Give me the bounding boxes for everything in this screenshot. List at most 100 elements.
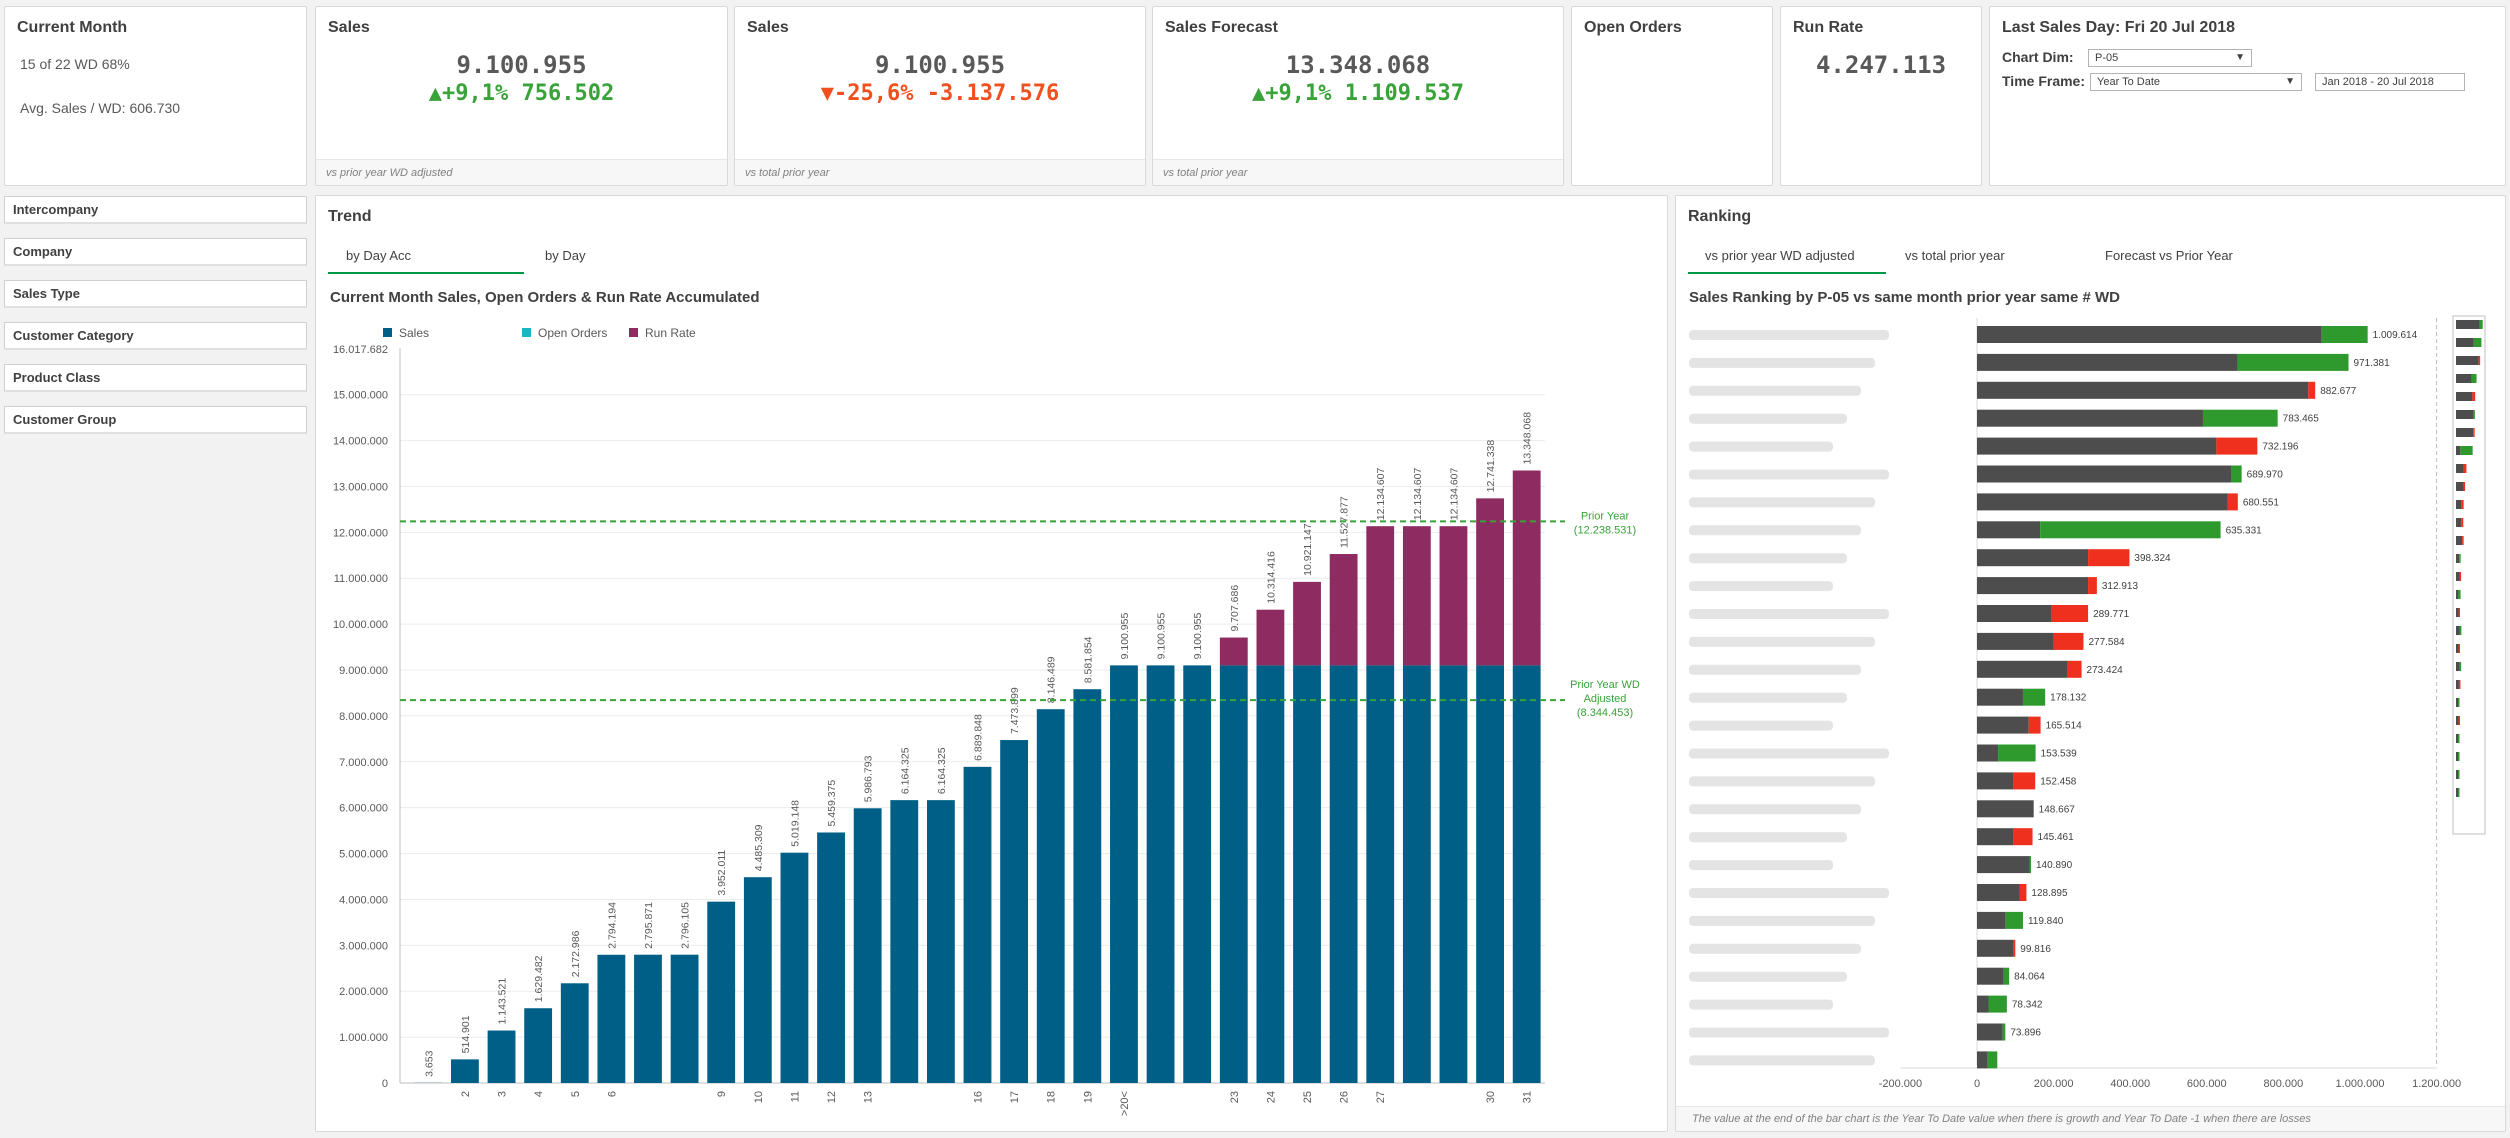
filter-sales-type[interactable]: Sales Type (4, 280, 307, 308)
x-tick-label: 16 (973, 1091, 985, 1103)
y-tick-label: 1.000.000 (339, 1032, 388, 1044)
bar-value-label: 119.840 (2028, 916, 2064, 927)
y-tick-label: 6.000.000 (339, 803, 388, 815)
bar-sales (890, 800, 919, 1083)
category-label-blurred (1689, 664, 1861, 675)
run-rate-card[interactable]: Run Rate 4.247.113 (1780, 6, 1982, 186)
bar-sales (853, 808, 882, 1083)
bar-data-label: 6.889.848 (973, 714, 985, 761)
x-tick-label: 18 (1046, 1091, 1058, 1103)
bar-sales (597, 954, 626, 1083)
tab-forecast-vs-prior-year[interactable]: Forecast vs Prior Year (2105, 248, 2233, 263)
kpi-sales-forecast-card[interactable]: Sales Forecast 13.348.068 ▲+9,1% 1.109.5… (1152, 6, 1564, 186)
kpi-title: Sales Forecast (1165, 19, 1278, 36)
legend-swatch (383, 328, 392, 337)
bar-base (1977, 828, 2014, 846)
bar-sales (743, 877, 772, 1083)
bar-value-label: 145.461 (2038, 832, 2075, 843)
category-label-blurred (1689, 748, 1889, 759)
bar-data-label: 4.485.309 (753, 824, 765, 871)
bar-value-label: 165.514 (2046, 721, 2083, 732)
bar-run-rate (1402, 526, 1431, 666)
ranking-title: Ranking (1688, 208, 1752, 225)
bar-data-label: 8.581.854 (1082, 636, 1094, 683)
bar-run-rate (1512, 470, 1541, 666)
category-label-blurred (1689, 581, 1833, 592)
tab-by-day-acc[interactable]: by Day Acc (346, 248, 412, 263)
reference-label: Prior Year WD (1570, 679, 1640, 691)
x-tick-label: 3 (497, 1091, 509, 1097)
tab-vs-total-prior-year[interactable]: vs total prior year (1905, 248, 2005, 263)
time-frame-dropdown[interactable]: Year To Date ▼ (2090, 73, 2302, 91)
kpi-value: 13.348.068 (1285, 51, 1431, 79)
category-label-blurred (1689, 692, 1847, 703)
kpi-sales-total-card[interactable]: Sales 9.100.955 ▼-25,6% -3.137.576 vs to… (734, 6, 1146, 186)
bar-data-label: 12.134.607 (1448, 467, 1460, 520)
bar-loss (2013, 828, 2033, 846)
y-tick-label: 2.000.000 (339, 986, 388, 998)
mini-bar-delta (2458, 716, 2460, 725)
tab-by-day[interactable]: by Day (545, 248, 586, 263)
bar-base (1977, 716, 2029, 734)
chart-dim-dropdown[interactable]: P-05 ▼ (2088, 49, 2252, 67)
category-label-blurred (1689, 553, 1847, 564)
filter-customer-group[interactable]: Customer Group (4, 406, 307, 434)
bar-run-rate (1366, 526, 1395, 666)
filter-product-class[interactable]: Product Class (4, 364, 307, 392)
filter-company[interactable]: Company (4, 238, 307, 266)
bar-growth (2003, 967, 2010, 985)
bar-value-label: 128.895 (2031, 888, 2068, 899)
mini-bar-delta (2458, 680, 2461, 689)
bar-base (1977, 326, 2322, 343)
tab-vs-prior-year-wd[interactable]: vs prior year WD adjusted (1705, 248, 1855, 263)
bar-base (1977, 521, 2041, 539)
kpi-delta-pct: +9,1% (442, 81, 509, 106)
kpi-footnote: vs total prior year (735, 159, 1145, 185)
bar-growth (2002, 1023, 2006, 1041)
x-tick-label: 9 (716, 1091, 728, 1097)
bar-base (1977, 856, 2030, 874)
x-tick-label: 2 (460, 1091, 472, 1097)
y-tick-label: 3.000.000 (339, 940, 388, 952)
ranking-chart[interactable]: -200.000 0 200.000 400.000 600.000 800.000 1.0… (1675, 195, 2506, 1107)
open-orders-card[interactable]: Open Orders (1571, 6, 1773, 186)
bar-loss (2013, 772, 2036, 790)
trend-chart[interactable]: Sales Open Orders Run Rate 0 1.000.000 2.000.… (315, 195, 1668, 1132)
mini-bar (2456, 464, 2464, 473)
date-range-field[interactable]: Jan 2018 - 20 Jul 2018 (2315, 73, 2465, 91)
category-label-blurred (1689, 525, 1861, 536)
y-tick-label: 13.000.000 (333, 481, 388, 493)
bar-base (1977, 1051, 1988, 1069)
kpi-delta-abs: 1.109.537 (1344, 81, 1464, 106)
bar-value-label: 680.551 (2243, 497, 2280, 508)
mini-bar-delta (2458, 734, 2460, 743)
bar-data-label: 7.473.899 (1009, 687, 1021, 734)
mini-bar-delta (2471, 374, 2477, 383)
x-tick-label: 400.000 (2110, 1078, 2150, 1090)
bar-sales (524, 1008, 553, 1083)
bar-data-label: 9.100.955 (1156, 613, 1168, 660)
bar-base (1977, 1023, 2003, 1041)
filter-intercompany[interactable]: Intercompany (4, 196, 307, 224)
reference-label: (12.238.531) (1574, 524, 1636, 536)
bar-base (1977, 911, 2006, 929)
x-tick-label: 4 (533, 1091, 545, 1097)
mini-bar (2456, 644, 2459, 653)
bar-run-rate (1476, 498, 1504, 666)
bar-base (1977, 437, 2217, 455)
kpi-title: Sales (747, 19, 789, 36)
category-label-blurred (1689, 1027, 1889, 1038)
bar-value-label: 153.539 (2041, 749, 2078, 760)
bar-growth (2022, 688, 2046, 706)
kpi-footnote: vs total prior year (1153, 159, 1563, 185)
kpi-sales-wd-card[interactable]: Sales 9.100.955 ▲+9,1% 756.502 vs prior … (315, 6, 728, 186)
caret-down-icon: ▼ (2285, 76, 2295, 87)
mini-bar (2456, 536, 2463, 545)
mini-bar (2456, 428, 2474, 437)
filter-customer-category[interactable]: Customer Category (4, 322, 307, 350)
bar-loss (2308, 381, 2316, 399)
bar-base (1977, 772, 2014, 790)
y-tick-label: 14.000.000 (333, 436, 388, 448)
bar-growth (2029, 856, 2032, 874)
x-tick-label: 19 (1082, 1091, 1094, 1103)
